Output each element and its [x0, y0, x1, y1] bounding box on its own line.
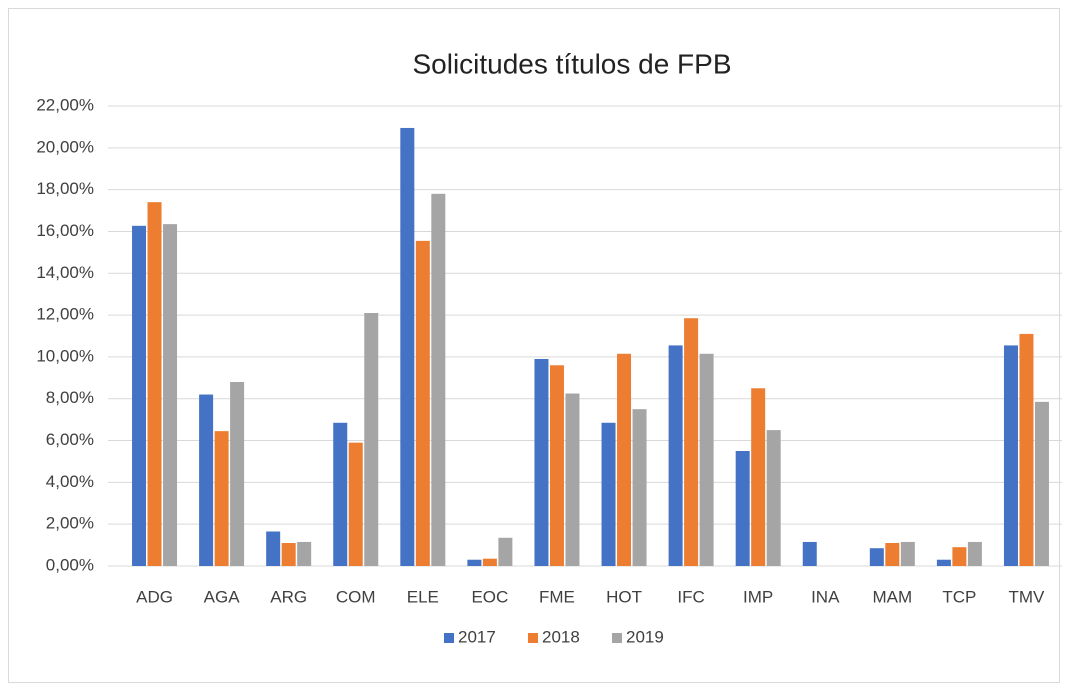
- bar: [967, 541, 982, 566]
- bar: [482, 558, 497, 566]
- x-tick-label: IFC: [677, 587, 704, 606]
- bar: [952, 547, 967, 566]
- bar: [1019, 333, 1034, 566]
- bar: [766, 430, 781, 566]
- x-tick-label: HOT: [606, 587, 642, 606]
- x-tick-label: EOC: [471, 587, 508, 606]
- bar: [132, 225, 147, 567]
- legend-label: 2017: [458, 627, 496, 646]
- legend-swatch: [444, 633, 454, 643]
- bar: [467, 559, 482, 566]
- y-tick-label: 16,00%: [36, 221, 94, 240]
- y-tick-label: 18,00%: [36, 179, 94, 198]
- bar: [936, 559, 951, 566]
- bar: [900, 541, 915, 566]
- bar: [400, 127, 415, 567]
- bar: [885, 543, 900, 566]
- legend-label: 2019: [626, 627, 664, 646]
- bar: [415, 240, 430, 566]
- chart-border: [8, 8, 1060, 683]
- y-tick-label: 22,00%: [36, 95, 94, 114]
- bar: [230, 382, 245, 566]
- x-tick-label: AGA: [204, 587, 241, 606]
- y-tick-label: 4,00%: [46, 472, 94, 491]
- x-tick-label: TMV: [1009, 587, 1046, 606]
- bar: [699, 353, 714, 566]
- chart-title: Solicitudes títulos de FPB: [412, 48, 731, 79]
- bar: [297, 541, 312, 566]
- x-tick-label: TCP: [942, 587, 976, 606]
- bar: [565, 393, 580, 566]
- legend-label: 2018: [542, 627, 580, 646]
- y-tick-label: 14,00%: [36, 263, 94, 282]
- x-tick-label: INA: [811, 587, 840, 606]
- bar: [1034, 401, 1049, 566]
- bar: [735, 451, 750, 566]
- bar: [617, 353, 632, 566]
- bar: [147, 202, 162, 566]
- x-tick-label: COM: [336, 587, 376, 606]
- y-tick-label: 20,00%: [36, 137, 94, 156]
- x-tick-label: ELE: [407, 587, 439, 606]
- bar: [348, 442, 363, 566]
- y-tick-label: 2,00%: [46, 514, 94, 533]
- bar: [684, 318, 699, 566]
- bar: [869, 548, 884, 566]
- x-tick-label: ARG: [270, 587, 307, 606]
- bar: [364, 313, 379, 566]
- bar: [601, 422, 616, 566]
- y-tick-label: 12,00%: [36, 305, 94, 324]
- y-tick-label: 8,00%: [46, 388, 94, 407]
- y-tick-label: 6,00%: [46, 430, 94, 449]
- x-tick-label: FME: [539, 587, 575, 606]
- x-tick-label: IMP: [743, 587, 773, 606]
- bar: [751, 388, 766, 566]
- bar: [498, 537, 513, 566]
- bar: [281, 543, 296, 566]
- bar: [668, 345, 683, 566]
- bar: [214, 431, 229, 566]
- bar: [1003, 345, 1018, 566]
- y-tick-label: 0,00%: [46, 555, 94, 574]
- x-tick-label: ADG: [136, 587, 173, 606]
- legend-swatch: [612, 633, 622, 643]
- bar: [549, 365, 564, 566]
- legend-swatch: [528, 633, 538, 643]
- bar: [534, 359, 549, 566]
- bar: [199, 394, 214, 566]
- bar: [163, 224, 178, 567]
- bar: [431, 193, 446, 566]
- bar: [632, 409, 647, 566]
- x-tick-label: MAM: [872, 587, 912, 606]
- bar: [266, 531, 281, 566]
- bar: [802, 541, 817, 566]
- y-tick-label: 10,00%: [36, 346, 94, 365]
- bar: [333, 422, 348, 566]
